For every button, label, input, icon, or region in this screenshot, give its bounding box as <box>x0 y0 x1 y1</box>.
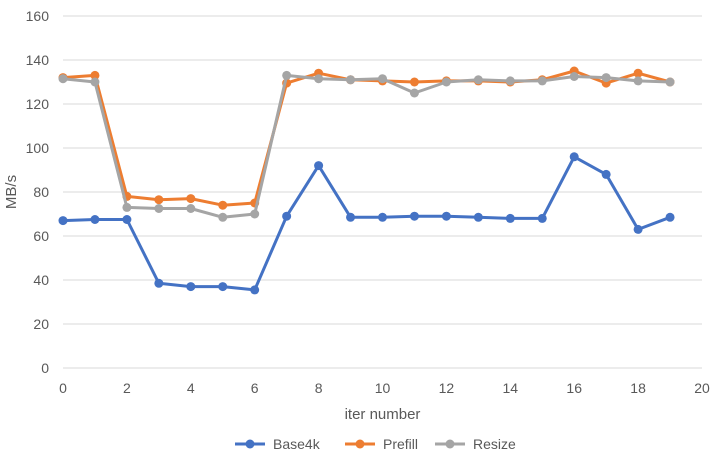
point-resize-15 <box>537 76 547 86</box>
point-base4k-3 <box>154 278 164 288</box>
y-tick-label-60: 60 <box>33 228 49 244</box>
point-resize-17 <box>601 73 611 83</box>
point-base4k-6 <box>250 285 260 295</box>
y-tick-label-160: 160 <box>26 8 50 24</box>
point-prefill-1 <box>90 70 100 80</box>
x-tick-label-16: 16 <box>566 380 582 396</box>
x-tick-label-10: 10 <box>375 380 391 396</box>
y-tick-label-80: 80 <box>33 184 49 200</box>
point-resize-13 <box>473 75 483 85</box>
series-line-resize <box>62 73 671 219</box>
point-base4k-16 <box>569 152 579 162</box>
legend-item-base4k: Base4k <box>235 436 321 452</box>
legend-item-resize: Resize <box>435 436 516 452</box>
point-base4k-11 <box>409 211 419 221</box>
series-resize <box>58 70 675 222</box>
point-prefill-5 <box>218 200 228 210</box>
y-tick-label-140: 140 <box>26 52 50 68</box>
x-tick-label-12: 12 <box>439 380 455 396</box>
x-tick-label-0: 0 <box>59 380 67 396</box>
point-resize-0 <box>58 74 68 84</box>
x-tick-label-6: 6 <box>251 380 259 396</box>
series-line-prefill <box>62 69 671 207</box>
point-resize-6 <box>250 209 260 219</box>
y-tick-label-0: 0 <box>41 360 49 376</box>
y-tick-label-20: 20 <box>33 316 49 332</box>
point-base4k-19 <box>665 212 675 222</box>
point-base4k-15 <box>537 213 547 223</box>
point-prefill-4 <box>186 194 196 204</box>
point-resize-11 <box>409 88 419 98</box>
y-tick-labels: 0 20 40 60 80 100 120 140 160 <box>26 8 50 376</box>
y-tick-label-120: 120 <box>26 96 50 112</box>
point-resize-3 <box>154 204 164 213</box>
point-resize-16 <box>569 72 579 81</box>
legend-item-prefill: Prefill <box>345 436 418 452</box>
point-resize-5 <box>218 212 228 222</box>
gridlines <box>63 15 702 325</box>
point-base4k-18 <box>633 224 643 234</box>
legend-label-prefill: Prefill <box>383 436 418 452</box>
point-base4k-5 <box>218 282 228 292</box>
series-prefill <box>58 66 675 210</box>
legend-label-base4k: Base4k <box>273 436 321 452</box>
point-base4k-4 <box>186 282 196 292</box>
x-tick-label-20: 20 <box>694 380 710 396</box>
point-resize-18 <box>633 76 643 86</box>
point-resize-12 <box>441 77 451 87</box>
point-resize-19 <box>665 77 675 87</box>
point-resize-7 <box>282 70 292 80</box>
series-line-base4k <box>62 155 671 292</box>
series-base4k <box>58 152 675 295</box>
legend-label-resize: Resize <box>473 436 516 452</box>
point-base4k-7 <box>282 211 292 221</box>
x-tick-label-8: 8 <box>315 380 323 396</box>
point-resize-14 <box>505 76 515 86</box>
point-prefill-11 <box>409 77 419 87</box>
point-resize-8 <box>314 74 324 84</box>
y-axis-title: MB/s <box>3 175 20 209</box>
x-tick-label-4: 4 <box>187 380 195 396</box>
legend-marker-prefill <box>355 439 365 449</box>
point-resize-2 <box>122 202 132 212</box>
point-resize-10 <box>378 74 387 84</box>
point-base4k-13 <box>473 212 483 222</box>
point-base4k-1 <box>90 215 100 224</box>
point-base4k-10 <box>378 212 387 222</box>
y-tick-label-100: 100 <box>26 140 50 156</box>
legend-marker-resize <box>445 439 455 449</box>
y-tick-label-40: 40 <box>33 272 49 288</box>
point-base4k-17 <box>601 169 611 179</box>
point-base4k-14 <box>505 213 515 223</box>
point-base4k-12 <box>441 211 451 221</box>
x-axis-title: iter number <box>345 406 421 423</box>
point-base4k-8 <box>314 161 324 171</box>
point-base4k-9 <box>346 212 356 222</box>
x-tick-labels: 0 2 4 6 8 10 12 14 16 18 20 <box>59 380 710 396</box>
point-prefill-18 <box>633 68 643 78</box>
point-prefill-3 <box>154 195 164 205</box>
point-resize-4 <box>186 204 196 213</box>
point-base4k-0 <box>58 216 68 226</box>
x-tick-label-18: 18 <box>630 380 646 396</box>
point-resize-1 <box>90 77 100 87</box>
point-base4k-2 <box>122 215 132 224</box>
x-tick-label-2: 2 <box>123 380 131 396</box>
legend: Base4k Prefill Resize <box>235 436 516 452</box>
legend-marker-base4k <box>245 439 255 449</box>
point-resize-9 <box>346 75 356 85</box>
series-layer <box>58 66 675 295</box>
x-tick-label-14: 14 <box>503 380 519 396</box>
